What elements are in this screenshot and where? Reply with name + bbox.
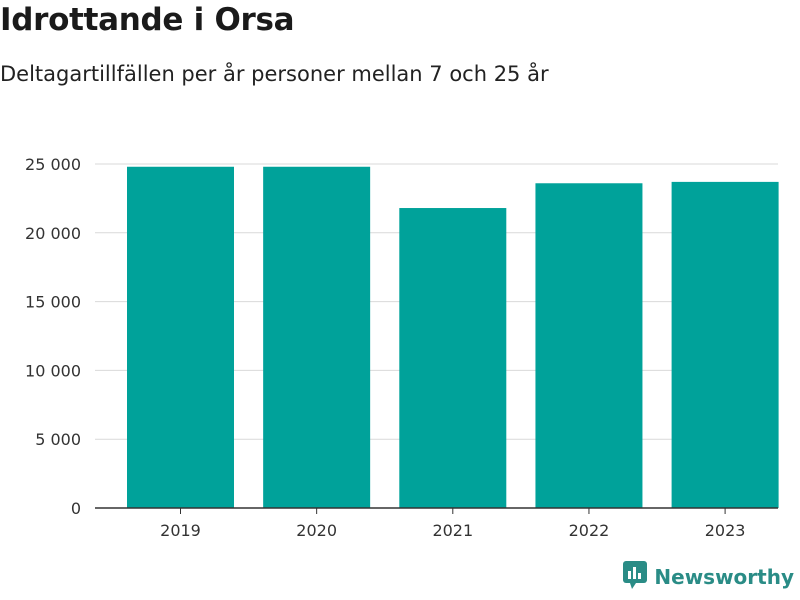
x-tick-label: 2021 xyxy=(432,521,473,540)
bar-2021 xyxy=(399,208,507,509)
bar-2023 xyxy=(671,181,779,508)
x-tick-label: 2019 xyxy=(160,521,201,540)
chart-title: Idrottande i Orsa xyxy=(0,2,295,38)
chart-subtitle: Deltagartillfällen per år personer mella… xyxy=(0,62,549,86)
bar-2020 xyxy=(263,166,371,508)
x-tick-label: 2023 xyxy=(705,521,746,540)
bar-2022 xyxy=(535,183,643,508)
newsworthy-brand: Newsworthy xyxy=(622,560,794,594)
y-tick-label: 20 000 xyxy=(25,224,81,243)
newsworthy-logo-icon xyxy=(622,560,648,594)
y-tick-label: 5 000 xyxy=(35,430,81,449)
x-tick-label: 2020 xyxy=(296,521,337,540)
brand-name: Newsworthy xyxy=(654,565,794,589)
y-tick-label: 0 xyxy=(71,499,81,518)
x-tick-label: 2022 xyxy=(569,521,610,540)
y-tick-label: 15 000 xyxy=(25,293,81,312)
bar-2019 xyxy=(127,166,234,508)
y-tick-label: 10 000 xyxy=(25,361,81,380)
y-tick-label: 25 000 xyxy=(25,155,81,174)
